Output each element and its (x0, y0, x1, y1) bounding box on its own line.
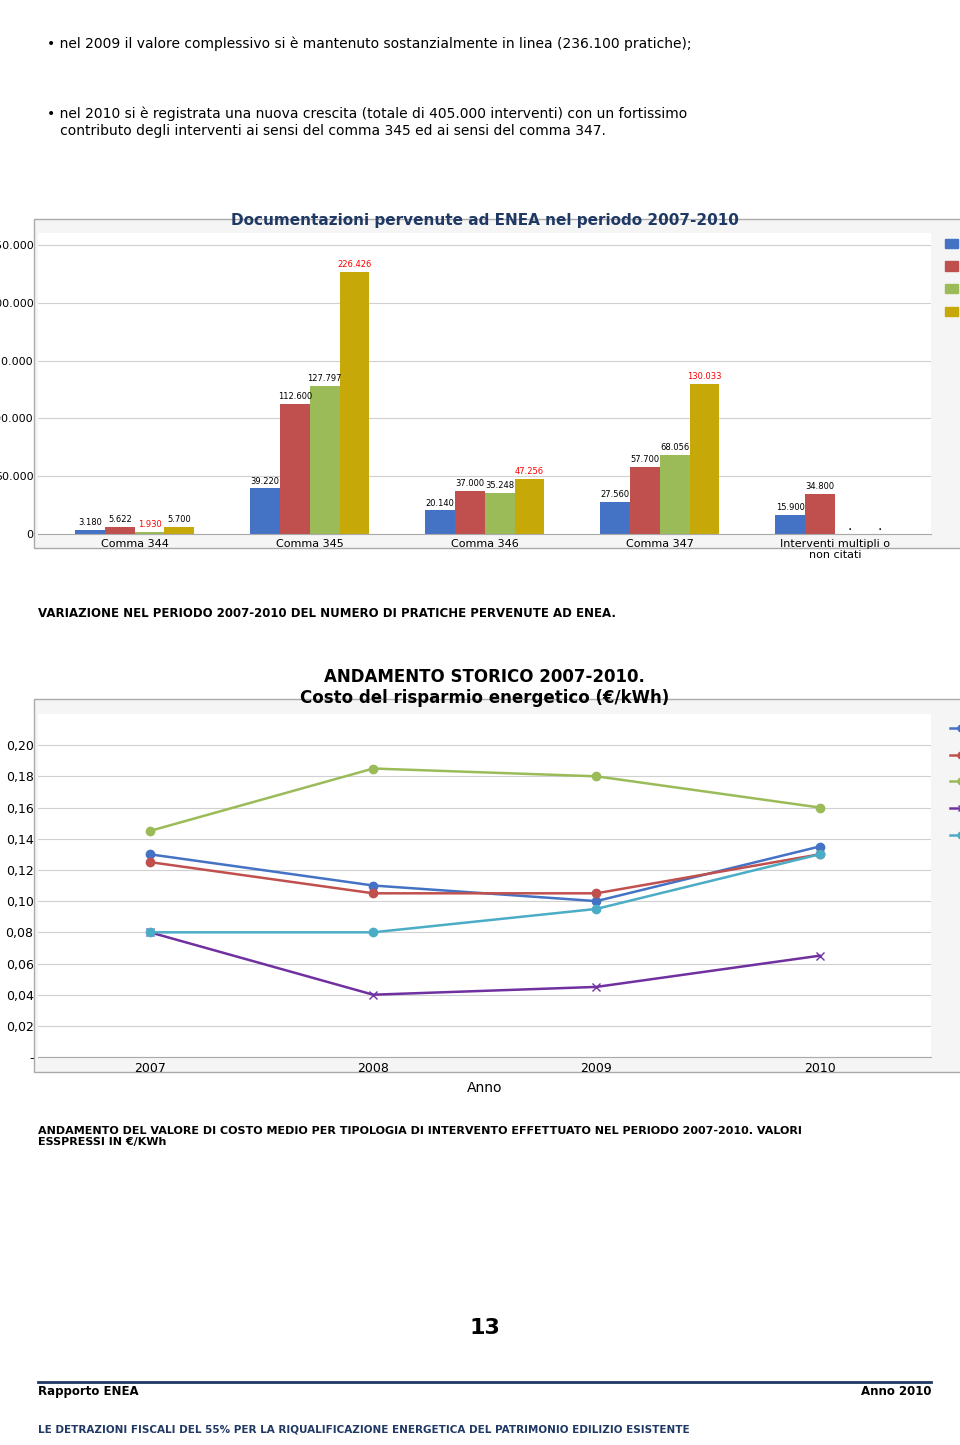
Bar (805, 494, 835, 533)
Bar (134, 532, 164, 533)
Solare termico (144, 923, 156, 941)
Text: 34.800: 34.800 (805, 481, 834, 491)
Legend: Strutture opache verticali, Strutture opache orizzontali, Infissi, Solare termic: Strutture opache verticali, Strutture op… (946, 720, 960, 845)
Strutture opache verticali (590, 893, 602, 910)
Text: 130.033: 130.033 (687, 371, 722, 380)
Text: 20.140: 20.140 (425, 499, 455, 507)
Text: 112.600: 112.600 (277, 392, 312, 400)
Climatizzazione invernale (590, 900, 602, 918)
Bar (75, 530, 105, 533)
Infissi (590, 767, 602, 785)
Line: Strutture opache orizzontali: Strutture opache orizzontali (146, 850, 824, 897)
Strutture opache orizzontali (368, 884, 379, 902)
Text: 226.426: 226.426 (337, 260, 372, 269)
Text: 3.180: 3.180 (78, 519, 102, 527)
Climatizzazione invernale (144, 923, 156, 941)
Line: Strutture opache verticali: Strutture opache verticali (146, 842, 824, 905)
Text: ANDAMENTO DEL VALORE DI COSTO MEDIO PER TIPOLOGIA DI INTERVENTO EFFETTUATO NEL P: ANDAMENTO DEL VALORE DI COSTO MEDIO PER … (38, 1126, 803, 1147)
Strutture opache verticali (814, 838, 826, 855)
Text: 127.797: 127.797 (307, 374, 342, 383)
Text: 37.000: 37.000 (455, 480, 485, 488)
Solare termico (368, 985, 379, 1003)
Solare termico (590, 978, 602, 996)
Legend: Documentazioni pervenute nel 2007, Documentazioni pervenute nel 2008, Documentaz: Documentazioni pervenute nel 2007, Docum… (946, 238, 960, 316)
Text: .: . (877, 519, 881, 533)
Text: 5.700: 5.700 (167, 516, 191, 525)
Text: .: . (848, 519, 852, 533)
Bar (310, 386, 340, 533)
Climatizzazione invernale (368, 923, 379, 941)
Bar (485, 493, 515, 533)
Bar (455, 491, 485, 533)
Bar (630, 467, 660, 533)
Bar (689, 383, 719, 533)
Infissi (814, 799, 826, 816)
Solare termico (814, 946, 826, 964)
Bar (105, 527, 134, 533)
Text: 1.930: 1.930 (137, 520, 161, 529)
Line: Infissi: Infissi (146, 764, 824, 835)
Line: Climatizzazione invernale: Climatizzazione invernale (146, 850, 824, 936)
Text: 27.560: 27.560 (601, 490, 630, 499)
Strutture opache orizzontali (590, 884, 602, 902)
Bar (251, 488, 280, 533)
Strutture opache verticali (368, 877, 379, 894)
Strutture opache orizzontali (814, 845, 826, 863)
Text: Anno 2010: Anno 2010 (861, 1386, 931, 1399)
Climatizzazione invernale (814, 845, 826, 863)
X-axis label: Anno: Anno (468, 1081, 502, 1094)
Infissi (368, 760, 379, 777)
Line: Solare termico: Solare termico (146, 928, 824, 998)
Text: 35.248: 35.248 (485, 481, 515, 490)
Bar (425, 510, 455, 533)
Text: 5.622: 5.622 (108, 516, 132, 525)
Bar (340, 272, 370, 533)
Text: 15.900: 15.900 (776, 503, 804, 513)
Text: 13: 13 (469, 1318, 500, 1338)
Strutture opache verticali (144, 845, 156, 863)
Bar (280, 403, 310, 533)
Bar (776, 516, 805, 533)
Bar (164, 527, 194, 533)
Bar (515, 480, 544, 533)
Text: 57.700: 57.700 (631, 455, 660, 464)
Text: 39.220: 39.220 (251, 477, 279, 486)
Text: 68.056: 68.056 (660, 444, 689, 452)
Text: 47.256: 47.256 (515, 467, 544, 477)
Text: • nel 2009 il valore complessivo si è mantenuto sostanzialmente in linea (236.10: • nel 2009 il valore complessivo si è ma… (47, 36, 692, 51)
Bar (600, 501, 630, 533)
Text: LE DETRAZIONI FISCALI DEL 55% PER LA RIQUALIFICAZIONE ENERGETICA DEL PATRIMONIO : LE DETRAZIONI FISCALI DEL 55% PER LA RIQ… (38, 1425, 690, 1435)
Strutture opache orizzontali (144, 854, 156, 871)
Infissi (144, 822, 156, 840)
Title: Documentazioni pervenute ad ENEA nel periodo 2007-2010: Documentazioni pervenute ad ENEA nel per… (230, 212, 739, 228)
Text: • nel 2010 si è registrata una nuova crescita (totale di 405.000 interventi) con: • nel 2010 si è registrata una nuova cre… (47, 107, 687, 137)
Text: VARIAZIONE NEL PERIODO 2007-2010 DEL NUMERO DI PRATICHE PERVENUTE AD ENEA.: VARIAZIONE NEL PERIODO 2007-2010 DEL NUM… (38, 607, 616, 620)
Text: Rapporto ENEA: Rapporto ENEA (38, 1386, 139, 1399)
Title: ANDAMENTO STORICO 2007-2010.
Costo del risparmio energetico (€/kWh): ANDAMENTO STORICO 2007-2010. Costo del r… (300, 668, 669, 707)
Bar (660, 455, 689, 533)
